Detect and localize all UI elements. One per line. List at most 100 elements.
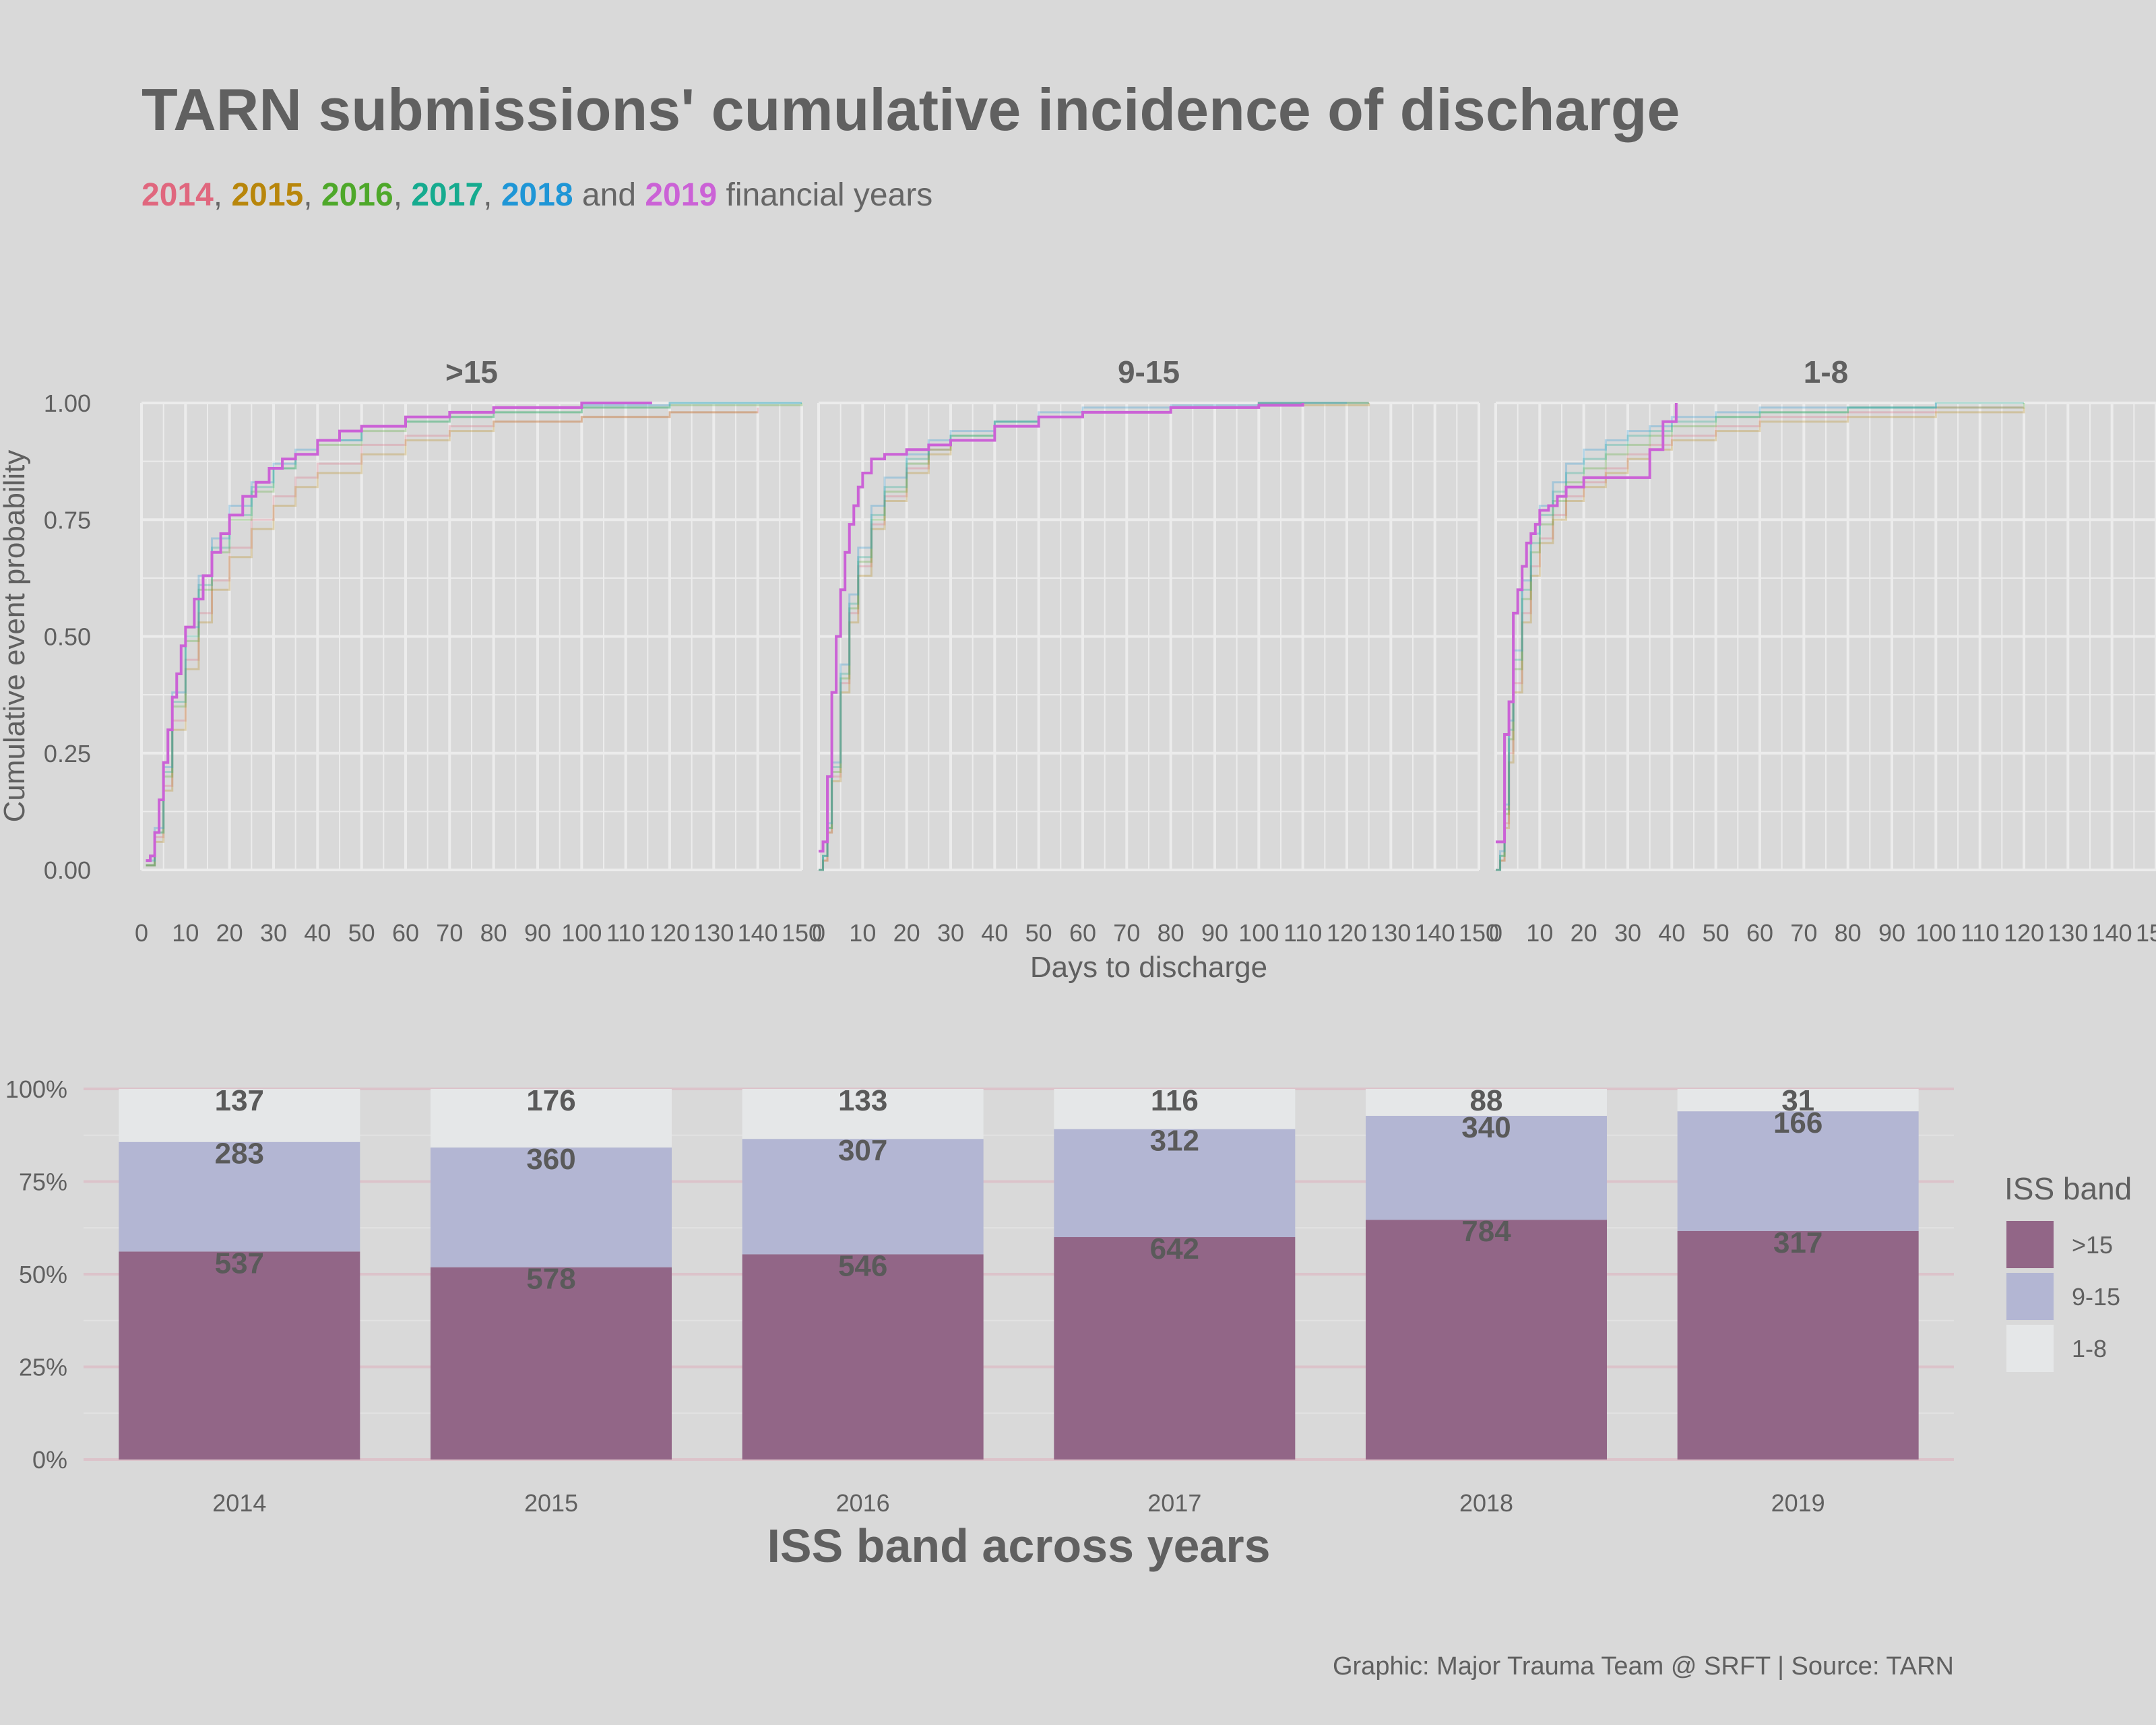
bar-segment (742, 1139, 984, 1255)
subtitle-year-2015: 2015 (231, 177, 304, 213)
facet-label: >15 (445, 354, 498, 389)
km-facet-chart: >150 10 20 30 40 50 60 70 80 90 100 110 120 130 140 150… (0, 354, 2156, 984)
subtitle-text: , (213, 177, 232, 213)
bar-data-label: 317 (1773, 1226, 1822, 1259)
x-tick-label: 90 (1201, 919, 1228, 947)
bar-y-tick-label: 0% (32, 1446, 67, 1474)
facet-label: 1-8 (1804, 354, 1848, 389)
bar-segment (1366, 1115, 1607, 1220)
x-tick-label: 0 (135, 919, 148, 947)
x-tick-label: 110 (1961, 919, 1999, 947)
bar-y-tick-label: 50% (19, 1261, 67, 1288)
x-tick-label: 40 (304, 919, 331, 947)
bar-category-label: 2015 (524, 1489, 578, 1517)
x-tick-label: 130 (2048, 919, 2088, 947)
x-tick-label: 140 (2092, 919, 2132, 947)
y-tick-label: 1.00 (44, 389, 91, 417)
x-tick-label: 100 (1238, 919, 1279, 947)
subtitle-year-2019: 2019 (645, 177, 718, 213)
x-tick-label: 20 (216, 919, 243, 947)
bar-data-label: 137 (215, 1084, 264, 1117)
bar-segment (431, 1089, 672, 1148)
y-tick-label: 0.50 (44, 623, 91, 651)
x-tick-label: 40 (1658, 919, 1685, 947)
x-tick-label: 10 (1526, 919, 1553, 947)
x-tick-label: 80 (1158, 919, 1184, 947)
x-tick-label: 110 (1283, 919, 1322, 947)
bar-data-label: 283 (215, 1137, 264, 1170)
x-tick-label: 120 (1327, 919, 1367, 947)
x-tick-label: 150 (2136, 919, 2156, 947)
bar-segment (1054, 1129, 1296, 1237)
x-tick-label: 30 (260, 919, 287, 947)
x-tick-label: 120 (2004, 919, 2044, 947)
bar-y-tick-label: 75% (19, 1168, 67, 1196)
legend-swatch (2006, 1325, 2054, 1372)
subtitle-year-2016: 2016 (321, 177, 393, 213)
subtitle-text: , (393, 177, 412, 213)
bar-segment (742, 1254, 984, 1460)
subtitle-year-2018: 2018 (501, 177, 573, 213)
bar-data-label: 307 (838, 1134, 887, 1167)
legend-label: >15 (2072, 1231, 2113, 1259)
bar-category-label: 2019 (1771, 1489, 1825, 1517)
x-tick-label: 20 (1571, 919, 1597, 947)
subtitle: 2014, 2015, 2016, 2017, 2018 and 2019 fi… (141, 177, 932, 214)
x-tick-label: 20 (893, 919, 920, 947)
bar-category-label: 2017 (1147, 1489, 1201, 1517)
x-tick-label: 140 (1415, 919, 1455, 947)
x-tick-label: 60 (1069, 919, 1096, 947)
x-tick-label: 60 (1746, 919, 1773, 947)
bar-segment (1366, 1220, 1607, 1460)
bar-segment (1677, 1230, 1919, 1460)
facet-panel-1: 9-15 0 10 20 30 40 50 60 70 80 90 100 110 120 130 140 15… (812, 354, 1499, 947)
bar-data-label: 360 (526, 1143, 575, 1176)
bar-segment (119, 1089, 360, 1142)
bar-segment (431, 1147, 672, 1267)
km-series-2015 (1496, 407, 2025, 871)
bar-data-label: 537 (215, 1247, 264, 1280)
x-tick-label: 0 (1489, 919, 1502, 947)
page-title: TARN submissions' cumulative incidence o… (141, 76, 1680, 143)
x-tick-label: 50 (1025, 919, 1052, 947)
km-series-2014 (1496, 406, 2024, 871)
y-tick-label: 0.25 (44, 740, 91, 767)
bar-category-label: 2014 (212, 1489, 266, 1517)
facet-panel-0: >15 0 10 20 30 40 50 60 70 80 90 100 110 120 130 140 150 (135, 354, 822, 947)
bar-data-label: 340 (1461, 1111, 1511, 1144)
bar-category-label: 2018 (1459, 1489, 1513, 1517)
x-tick-label: 10 (172, 919, 199, 947)
x-tick-label: 70 (436, 919, 463, 947)
bar-data-label: 578 (526, 1263, 575, 1296)
bar-y-tick-label: 25% (19, 1354, 67, 1381)
bar-segment (119, 1141, 360, 1252)
x-tick-label: 50 (348, 919, 375, 947)
x-tick-label: 130 (1370, 919, 1411, 947)
legend-label: 1-8 (2072, 1335, 2107, 1362)
x-tick-label: 150 (1459, 919, 1499, 947)
bar-data-label: 116 (1151, 1084, 1199, 1117)
bar-data-label: 546 (838, 1249, 887, 1282)
x-tick-label: 40 (981, 919, 1008, 947)
bar-y-tick-label: 100% (5, 1075, 67, 1103)
x-tick-label: 90 (1878, 919, 1905, 947)
subtitle-text: , (483, 177, 501, 213)
bar-segment (742, 1089, 984, 1139)
x-tick-label: 30 (1614, 919, 1641, 947)
x-tick-label: 70 (1790, 919, 1817, 947)
y-tick-label: 0.00 (44, 856, 91, 884)
x-tick-label: 130 (693, 919, 734, 947)
facet-label: 9-15 (1118, 354, 1180, 389)
y-axis-title: Cumulative event probability (0, 450, 31, 823)
bar-segment (1677, 1111, 1919, 1231)
x-tick-label: 60 (392, 919, 419, 947)
bar-segment (1366, 1089, 1607, 1116)
caption: Graphic: Major Trauma Team @ SRFT | Sour… (1332, 1652, 1954, 1681)
bar-segment (1054, 1237, 1296, 1460)
bar-data-label: 642 (1150, 1232, 1199, 1265)
km-series-2019 (146, 402, 652, 862)
subtitle-text: and (573, 177, 645, 213)
legend-title: ISS band (2004, 1171, 2132, 1206)
